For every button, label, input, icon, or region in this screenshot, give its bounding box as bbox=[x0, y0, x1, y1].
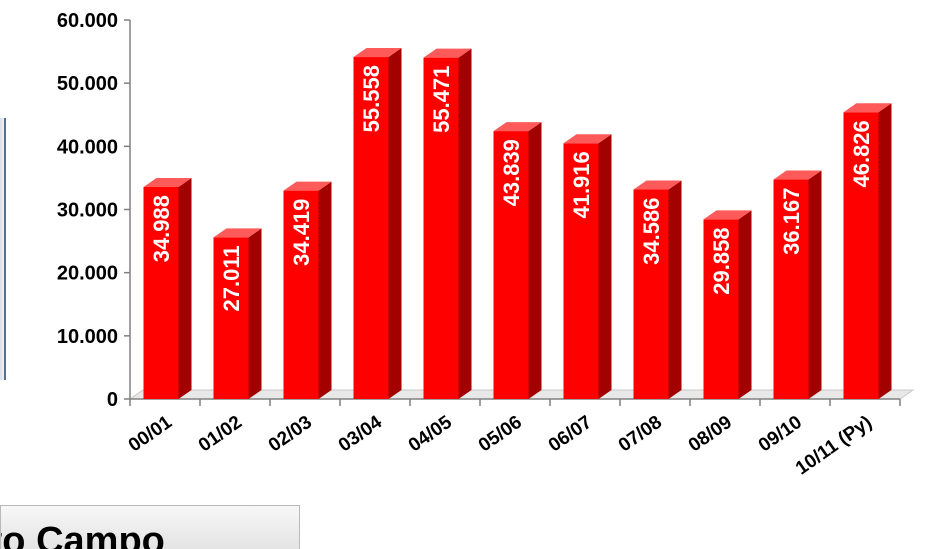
y-tick-label: 30.000 bbox=[57, 200, 118, 222]
bar-front bbox=[283, 190, 319, 399]
x-tick-label: 05/06 bbox=[475, 412, 526, 456]
x-tick-label: 07/08 bbox=[615, 412, 666, 456]
caption-text: tto Campo bbox=[1, 520, 165, 549]
bar-side bbox=[738, 210, 752, 399]
bar-front bbox=[143, 186, 179, 399]
bar-front bbox=[353, 57, 389, 400]
bar-side bbox=[318, 181, 332, 399]
bar-front bbox=[773, 179, 809, 399]
x-axis-ticks: 00/01 01/02 02/03 03/04 04/05 05/06 06/07 07/08… bbox=[125, 412, 876, 480]
bar-side bbox=[248, 228, 262, 399]
bar bbox=[633, 180, 682, 399]
y-tick-label: 50.000 bbox=[57, 73, 118, 95]
bar-side bbox=[808, 170, 822, 399]
x-tick-label: 08/09 bbox=[685, 412, 736, 456]
x-tick-label: 03/04 bbox=[335, 412, 386, 457]
bar bbox=[353, 48, 402, 400]
bar bbox=[563, 134, 612, 400]
y-tick-label: 0 bbox=[107, 389, 118, 411]
x-tick-label: 02/03 bbox=[265, 412, 316, 456]
x-tick-label: 01/02 bbox=[195, 412, 246, 456]
y-tick-label: 60.000 bbox=[57, 10, 118, 32]
bar bbox=[703, 210, 752, 399]
bar-front bbox=[563, 143, 599, 399]
bar-top bbox=[353, 48, 402, 58]
bar bbox=[283, 181, 332, 399]
x-tick-label: 09/10 bbox=[755, 412, 806, 456]
data-label: 55.471 bbox=[429, 66, 454, 133]
side-panel-edge bbox=[0, 118, 6, 380]
y-tick-label: 40.000 bbox=[57, 136, 118, 158]
x-tick-label: 04/05 bbox=[405, 412, 456, 457]
data-label: 36.167 bbox=[779, 188, 804, 255]
bar bbox=[843, 103, 892, 400]
bar-side bbox=[388, 48, 402, 400]
data-label: 29.858 bbox=[709, 227, 734, 294]
data-labels: 34.988 27.011 34.419 55.558 55.471 43.839 41.9… bbox=[149, 65, 874, 311]
bar-side bbox=[878, 103, 892, 400]
bar-front bbox=[213, 237, 249, 399]
bar-side bbox=[598, 134, 612, 400]
bar-top bbox=[563, 134, 612, 144]
y-axis-ticks: 0 10.000 20.000 30.000 40.000 50.000 60.000 bbox=[57, 10, 130, 411]
bar-top bbox=[843, 103, 892, 113]
bar bbox=[423, 48, 472, 399]
bar-front bbox=[703, 219, 739, 399]
data-label: 34.419 bbox=[289, 199, 314, 266]
bar-top bbox=[423, 48, 472, 58]
bar-top bbox=[493, 122, 542, 132]
bar-front bbox=[633, 189, 669, 399]
bar-top bbox=[213, 228, 262, 238]
bar-top bbox=[633, 180, 682, 190]
bar-series bbox=[143, 48, 892, 400]
bar bbox=[493, 122, 542, 399]
bar-side bbox=[178, 177, 192, 399]
x-tick-label: 10/11 (Py) bbox=[792, 412, 876, 479]
y-tick-label: 10.000 bbox=[57, 326, 118, 348]
bar-top bbox=[703, 210, 752, 220]
x-tick-label: 00/01 bbox=[125, 412, 176, 457]
data-label: 43.839 bbox=[499, 139, 524, 206]
data-label: 27.011 bbox=[219, 245, 244, 311]
bar bbox=[773, 170, 822, 399]
bar-front bbox=[843, 112, 879, 400]
bar-side bbox=[668, 180, 682, 399]
x-tick-label: 06/07 bbox=[545, 412, 596, 456]
bar-side bbox=[528, 122, 542, 399]
data-label: 34.586 bbox=[639, 198, 664, 265]
bar-top bbox=[773, 170, 822, 180]
bar-top bbox=[143, 177, 192, 187]
bar-side bbox=[458, 48, 472, 399]
bar bbox=[143, 177, 192, 399]
data-label: 55.558 bbox=[359, 65, 384, 132]
bar-front bbox=[423, 57, 459, 399]
data-label: 34.988 bbox=[149, 195, 174, 262]
data-label: 41.916 bbox=[569, 151, 594, 218]
bar-top bbox=[283, 181, 332, 191]
bar-front bbox=[493, 131, 529, 399]
caption-box: tto Campo bbox=[0, 505, 300, 549]
data-label: 46.826 bbox=[849, 120, 874, 187]
y-tick-label: 20.000 bbox=[57, 263, 118, 285]
bar bbox=[213, 228, 262, 399]
